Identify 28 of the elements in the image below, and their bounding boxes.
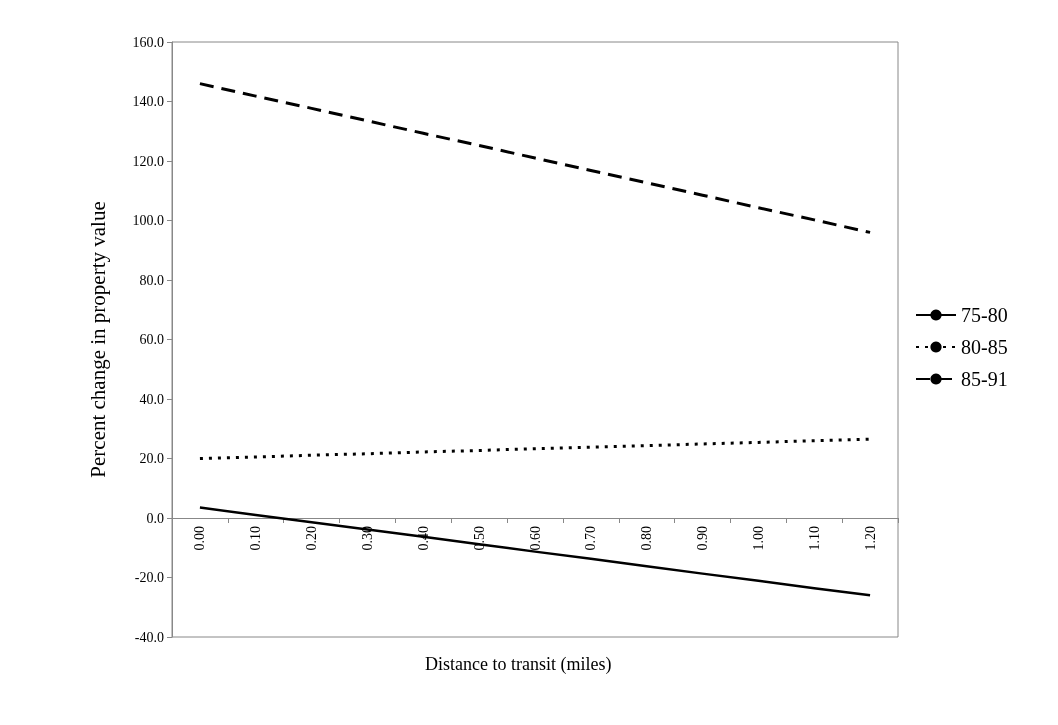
x-tick-label: 0.60: [527, 526, 543, 551]
line-series: [198, 437, 872, 460]
y-tick-label: 160.0: [132, 34, 164, 50]
y-axis-title: Percent change in property value: [85, 201, 110, 478]
y-tick-label: 0.0: [146, 510, 164, 526]
y-tick-label: 40.0: [139, 391, 164, 407]
x-tick-label: 0.10: [248, 526, 264, 551]
x-tick-label: 1.20: [862, 526, 878, 551]
x-tick-label: 1.00: [750, 526, 766, 551]
legend-label: 80-85: [961, 336, 1008, 358]
x-tick-label: 0.70: [583, 526, 599, 551]
y-tick-label: -20.0: [134, 570, 164, 585]
line-series: [198, 82, 872, 234]
x-tick-label: 0.20: [304, 526, 320, 551]
y-tick-label: 60.0: [139, 332, 164, 347]
legend-label: 85-91: [961, 368, 1008, 390]
y-tick-label: 20.0: [139, 451, 164, 466]
y-tick-label: 140.0: [132, 94, 164, 109]
x-tick-label: 1.10: [806, 526, 822, 551]
x-tick-label: 0.80: [639, 526, 655, 551]
y-tick-label: 120.0: [132, 153, 164, 169]
x-tick-label: 0.00: [192, 526, 208, 551]
x-tick-label: 0.90: [695, 526, 711, 551]
y-tick-label: -40.0: [134, 629, 164, 645]
y-tick-label: 100.0: [132, 213, 164, 228]
x-axis-title: Distance to transit (miles): [425, 654, 612, 675]
legend-label: 75-80: [961, 304, 1008, 326]
y-tick-label: 80.0: [139, 272, 164, 288]
